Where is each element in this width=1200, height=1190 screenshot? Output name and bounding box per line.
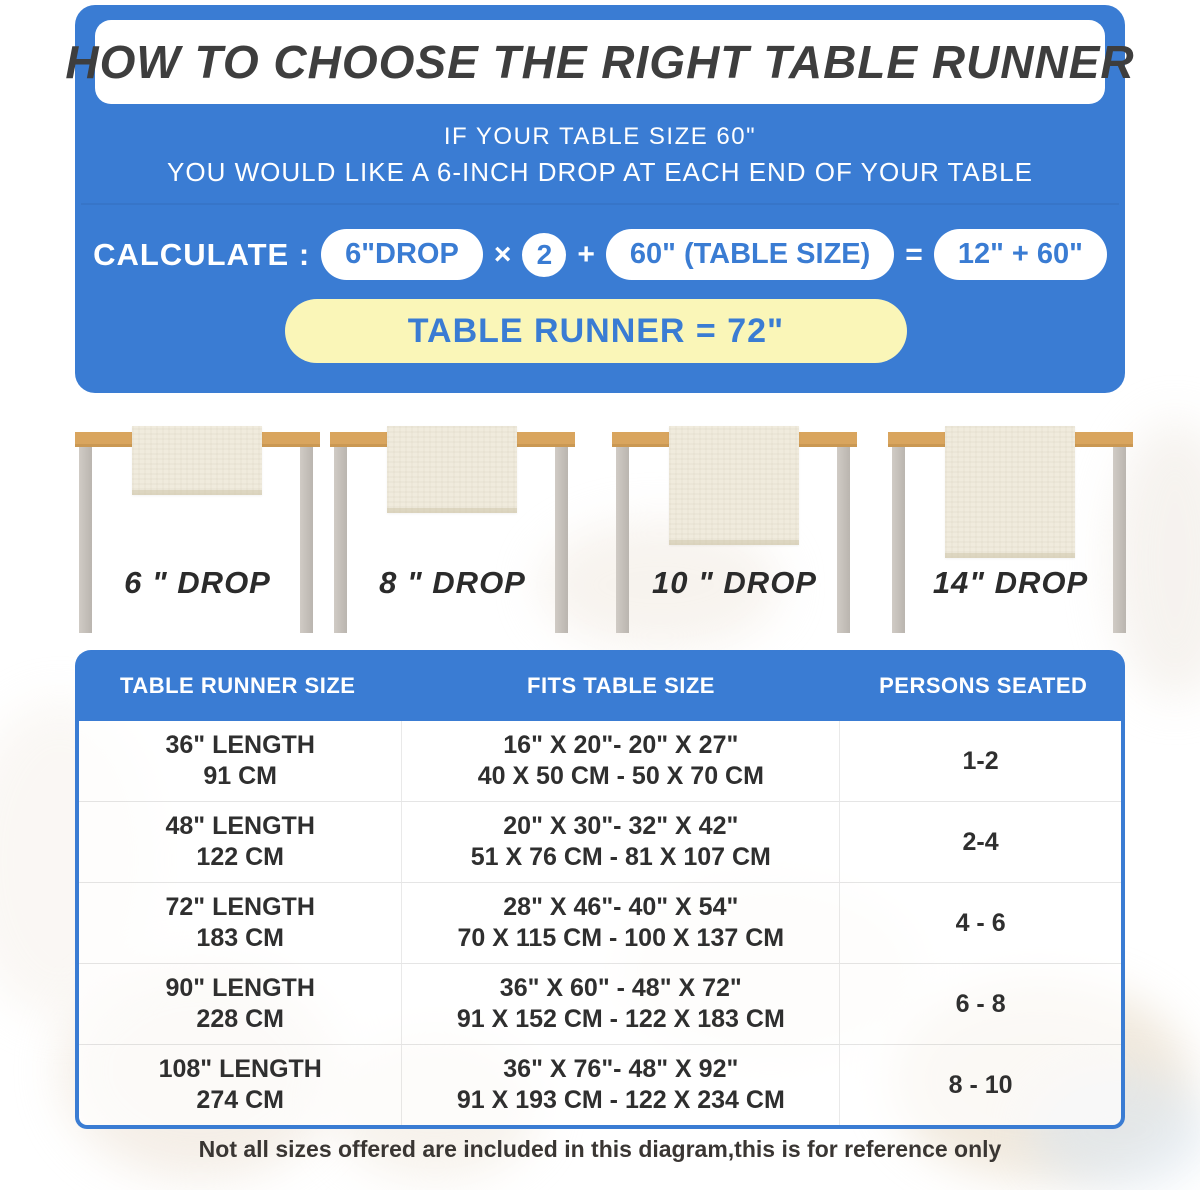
- title-banner: HOW TO CHOOSE THE RIGHT TABLE RUNNER: [65, 20, 1134, 104]
- fits-size-cm: 70 X 115 CM - 100 X 137 CM: [457, 924, 785, 952]
- multiplier-badge: 2: [522, 232, 567, 277]
- runner-size-cell: 48" LENGTH 122 CM: [79, 802, 403, 882]
- table-leg: [300, 447, 313, 633]
- column-header-runner-size: TABLE RUNNER SIZE: [120, 672, 356, 698]
- runner-size-inches: 108" LENGTH: [158, 1055, 322, 1083]
- panel-seam-divider: [81, 203, 1119, 205]
- subtitle-line-1: IF YOUR TABLE SIZE 60": [443, 123, 757, 150]
- column-header-fits-table-size: FITS TABLE SIZE: [527, 672, 715, 698]
- table-runner: [132, 426, 262, 495]
- fits-size-cell: 36" X 76"- 48" X 92" 91 X 193 CM - 122 X…: [402, 1045, 841, 1125]
- table-row: 48" LENGTH 122 CM 20" X 30"- 32" X 42" 5…: [79, 801, 1121, 882]
- runner-size-cm: 91 CM: [203, 762, 278, 790]
- persons-seated-cell: 4 - 6: [840, 883, 1121, 963]
- table-row: 36" LENGTH 91 CM 16" X 20"- 20" X 27" 40…: [79, 721, 1121, 801]
- size-reference-table: TABLE RUNNER SIZE FITS TABLE SIZE PERSON…: [75, 650, 1125, 1129]
- table-leg: [1113, 447, 1126, 633]
- table-runner: [669, 426, 799, 545]
- table-illustration-6-drop: 6 " DROP: [75, 405, 320, 647]
- instruction-panel: HOW TO CHOOSE THE RIGHT TABLE RUNNER IF …: [65, 5, 1134, 393]
- table-runner: [387, 426, 517, 513]
- runner-size-inches: 72" LENGTH: [165, 893, 315, 921]
- persons-seated-value: 4 - 6: [955, 908, 1006, 937]
- fits-size-cell: 16" X 20"- 20" X 27" 40 X 50 CM - 50 X 7…: [402, 721, 841, 801]
- persons-seated-value: 2-4: [962, 827, 999, 856]
- table-leg: [616, 447, 629, 633]
- table-body: 36" LENGTH 91 CM 16" X 20"- 20" X 27" 40…: [75, 721, 1125, 1129]
- drop-label: 8 " DROP: [379, 565, 526, 600]
- runner-size-cell: 108" LENGTH 274 CM: [79, 1045, 403, 1125]
- calculation-row: CALCULATE : 6"DROP × 2 + 60" (TABLE SIZE…: [75, 229, 1125, 280]
- fits-size-inches: 28" X 46"- 40" X 54": [503, 893, 739, 921]
- fits-size-cell: 36" X 60" - 48" X 72" 91 X 152 CM - 122 …: [402, 964, 841, 1044]
- runner-size-inches: 36" LENGTH: [165, 731, 315, 759]
- persons-seated-value: 1-2: [962, 746, 999, 775]
- multiply-operator: ×: [493, 237, 512, 271]
- table-header-row: TABLE RUNNER SIZE FITS TABLE SIZE PERSON…: [75, 650, 1125, 721]
- persons-seated-cell: 6 - 8: [840, 964, 1121, 1044]
- persons-seated-cell: 8 - 10: [840, 1045, 1121, 1125]
- drop-illustrations: 6 " DROP 8 " DROP 10 " DROP 14" DROP: [0, 405, 1200, 647]
- fits-size-cm: 91 X 152 CM - 122 X 183 CM: [456, 1005, 785, 1033]
- fits-size-inches: 36" X 76"- 48" X 92": [503, 1055, 739, 1083]
- table-leg: [892, 447, 905, 633]
- table-leg: [79, 447, 92, 633]
- runner-size-cm: 122 CM: [196, 843, 284, 871]
- table-row: 108" LENGTH 274 CM 36" X 76"- 48" X 92" …: [79, 1044, 1121, 1125]
- drop-label: 14" DROP: [932, 565, 1089, 600]
- runner-size-inches: 90" LENGTH: [165, 974, 315, 1002]
- table-illustration-10-drop: 10 " DROP: [612, 405, 857, 647]
- fits-size-cm: 51 X 76 CM - 81 X 107 CM: [470, 843, 771, 871]
- plus-operator: +: [577, 237, 595, 271]
- calculate-label: CALCULATE :: [93, 236, 311, 272]
- drop-label: 10 " DROP: [652, 565, 817, 600]
- table-illustration-14-drop: 14" DROP: [888, 405, 1133, 647]
- drop-value-pill: 6"DROP: [321, 229, 483, 280]
- table-leg: [837, 447, 850, 633]
- runner-size-cell: 36" LENGTH 91 CM: [79, 721, 403, 801]
- runner-size-cm: 228 CM: [196, 1005, 284, 1033]
- persons-seated-cell: 1-2: [840, 721, 1121, 801]
- fits-size-cell: 28" X 46"- 40" X 54" 70 X 115 CM - 100 X…: [402, 883, 841, 963]
- fits-size-inches: 36" X 60" - 48" X 72": [499, 974, 742, 1002]
- table-leg: [555, 447, 568, 633]
- runner-size-cell: 72" LENGTH 183 CM: [79, 883, 403, 963]
- fits-size-cm: 40 X 50 CM - 50 X 70 CM: [477, 762, 764, 790]
- fits-size-cm: 91 X 193 CM - 122 X 234 CM: [456, 1086, 785, 1114]
- runner-size-cm: 274 CM: [196, 1086, 284, 1114]
- subtitle-line-2: YOU WOULD LIKE A 6-INCH DROP AT EACH END…: [167, 157, 1033, 187]
- persons-seated-cell: 2-4: [840, 802, 1121, 882]
- table-row: 72" LENGTH 183 CM 28" X 46"- 40" X 54" 7…: [79, 882, 1121, 963]
- fits-size-inches: 20" X 30"- 32" X 42": [503, 812, 739, 840]
- persons-seated-value: 6 - 8: [955, 989, 1006, 1018]
- table-illustration-8-drop: 8 " DROP: [330, 405, 575, 647]
- disclaimer-note: Not all sizes offered are included in th…: [198, 1136, 1002, 1162]
- runner-size-cm: 183 CM: [196, 924, 284, 952]
- table-size-pill: 60" (TABLE SIZE): [605, 229, 895, 280]
- column-header-persons-seated: PERSONS SEATED: [879, 672, 1088, 698]
- runner-size-cell: 90" LENGTH 228 CM: [79, 964, 403, 1044]
- runner-size-inches: 48" LENGTH: [165, 812, 315, 840]
- table-leg: [334, 447, 347, 633]
- table-runner: [945, 426, 1075, 558]
- fits-size-cell: 20" X 30"- 32" X 42" 51 X 76 CM - 81 X 1…: [402, 802, 841, 882]
- drop-label: 6 " DROP: [124, 565, 271, 600]
- persons-seated-value: 8 - 10: [948, 1070, 1013, 1099]
- table-row: 90" LENGTH 228 CM 36" X 60" - 48" X 72" …: [79, 963, 1121, 1044]
- fits-size-inches: 16" X 20"- 20" X 27": [503, 731, 739, 759]
- page-title: HOW TO CHOOSE THE RIGHT TABLE RUNNER: [65, 36, 1135, 88]
- result-pill: TABLE RUNNER = 72": [285, 299, 907, 363]
- sum-pill: 12" + 60": [933, 229, 1107, 280]
- equals-operator: =: [905, 237, 923, 271]
